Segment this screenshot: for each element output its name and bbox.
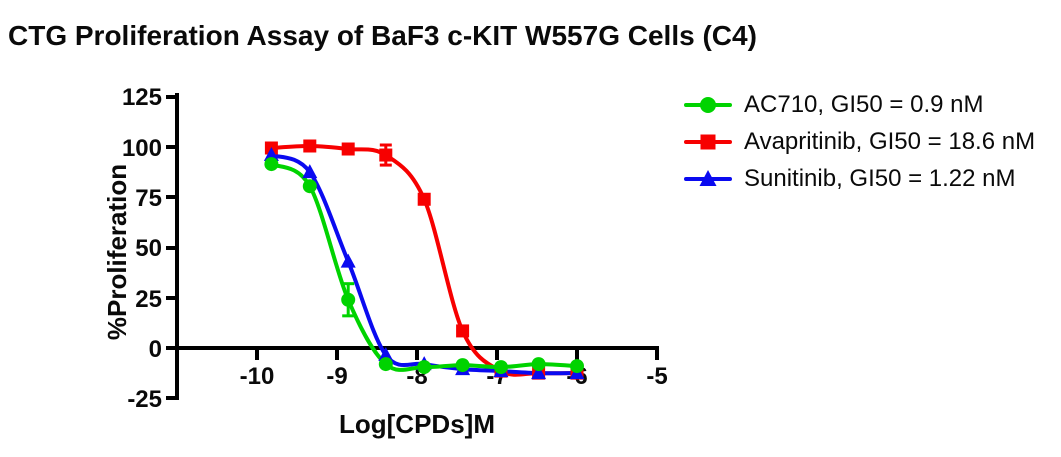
legend-label: Avapritinib, GI50 = 18.6 nM bbox=[744, 127, 1036, 155]
legend-marker-circle-icon bbox=[684, 96, 732, 113]
curve-avapritinib bbox=[269, 143, 579, 377]
triangle-marker bbox=[302, 164, 318, 179]
y-tick-label: 100 bbox=[122, 135, 162, 162]
triangle-marker bbox=[531, 365, 547, 380]
legend-item-sunitinib: Sunitinib, GI50 = 1.22 nM bbox=[684, 160, 1035, 197]
circle-marker bbox=[531, 357, 546, 372]
triangle-marker bbox=[378, 347, 394, 362]
circle-marker bbox=[455, 358, 470, 373]
y-axis: 125 100 75 50 25 0 -25 %Proliferation bbox=[102, 84, 179, 413]
square-marker bbox=[700, 134, 716, 149]
x-tick-label: -5 bbox=[646, 363, 667, 390]
x-axis-title: Log[CPDs]M bbox=[339, 409, 495, 439]
y-tick-label: 0 bbox=[149, 336, 162, 363]
circle-marker bbox=[378, 357, 393, 372]
y-tick-label: 25 bbox=[135, 286, 162, 313]
circle-marker bbox=[700, 96, 716, 113]
x-tick-label: -10 bbox=[240, 363, 275, 390]
legend: AC710, GI50 = 0.9 nM Avapritinib, GI50 =… bbox=[684, 86, 1035, 197]
legend-item-ac710: AC710, GI50 = 0.9 nM bbox=[684, 86, 1035, 123]
curve-sunitinib bbox=[269, 153, 579, 376]
y-tick-label: -25 bbox=[127, 386, 162, 413]
legend-marker-square-icon bbox=[684, 134, 732, 149]
x-tick-label: -9 bbox=[326, 363, 347, 390]
y-tick-label: 75 bbox=[135, 185, 162, 212]
square-marker bbox=[379, 148, 393, 162]
legend-label: AC710, GI50 = 0.9 nM bbox=[744, 90, 984, 118]
circle-marker bbox=[302, 179, 317, 194]
circle-marker bbox=[264, 157, 279, 172]
square-marker bbox=[303, 139, 317, 153]
square-marker bbox=[456, 324, 470, 338]
circle-marker bbox=[417, 360, 432, 375]
triangle-marker bbox=[263, 147, 279, 162]
triangle-marker bbox=[340, 253, 356, 268]
y-axis-title: %Proliferation bbox=[102, 164, 132, 340]
triangle-marker bbox=[699, 169, 717, 186]
chart-title: CTG Proliferation Assay of BaF3 c-KIT W5… bbox=[8, 20, 757, 51]
square-marker bbox=[417, 192, 431, 206]
data-series-layer bbox=[263, 139, 585, 380]
legend-marker-triangle-icon bbox=[684, 169, 732, 186]
legend-label: Sunitinib, GI50 = 1.22 nM bbox=[744, 164, 1016, 192]
legend-item-avapritinib: Avapritinib, GI50 = 18.6 nM bbox=[684, 123, 1035, 160]
circle-marker bbox=[570, 359, 584, 374]
y-tick-label: 50 bbox=[135, 235, 162, 262]
circle-marker bbox=[341, 292, 356, 307]
circle-marker bbox=[494, 360, 508, 375]
square-marker bbox=[341, 142, 355, 156]
y-tick-label: 125 bbox=[122, 84, 162, 111]
